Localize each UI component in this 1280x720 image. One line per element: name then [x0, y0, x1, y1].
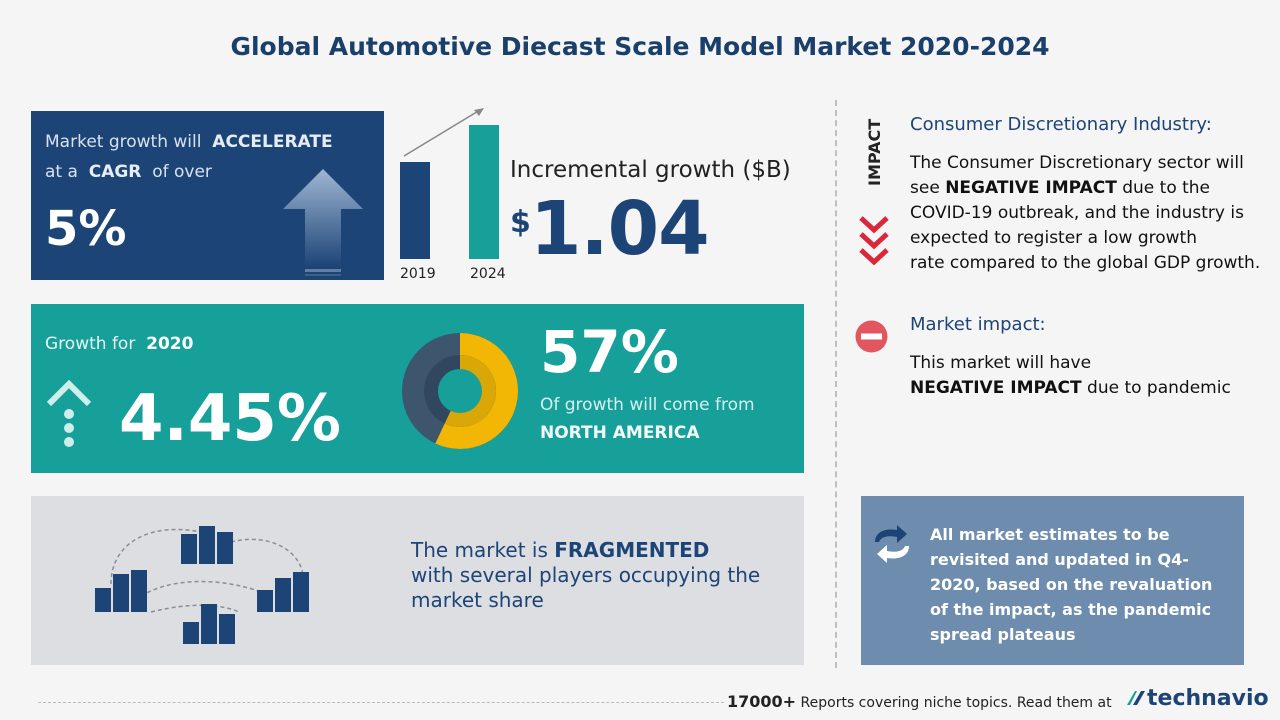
currency-symbol: $	[510, 205, 531, 240]
cagr-line2-suffix: of over	[152, 162, 212, 182]
fragmented-prefix: The market is	[411, 538, 548, 562]
year-2024-label: 2024	[470, 266, 506, 282]
footer-text: 17000+ Reports covering niche topics. Re…	[727, 692, 1112, 711]
impact-label-text: IMPACT	[865, 119, 884, 186]
fragmented-text: The market is FRAGMENTED with several pl…	[411, 538, 760, 613]
revision-note-panel: All market estimates to be revisited and…	[861, 496, 1244, 665]
cagr-value: 5%	[45, 201, 127, 257]
region-share-value: 57%	[540, 318, 679, 386]
market-negative-impact: NEGATIVE IMPACT	[910, 378, 1082, 398]
cagr-panel: Market growth will ACCELERATE at a CAGR …	[31, 111, 384, 280]
page-title: Global Automotive Diecast Scale Model Ma…	[230, 32, 1050, 61]
technavio-logo-text: technavio	[1147, 686, 1269, 711]
note-line1: All market estimates to be	[930, 525, 1170, 544]
cagr-accelerate: ACCELERATE	[212, 132, 333, 152]
buildings-network-icon	[95, 526, 309, 644]
minus-circle-icon	[855, 320, 888, 353]
market-line2-suffix: due to pandemic	[1087, 378, 1231, 398]
technavio-logo-icon	[1127, 691, 1145, 705]
growth-arrow-icon	[46, 379, 92, 447]
market-line1: This market will have	[910, 353, 1092, 373]
industry-line3: COVID-19 outbreak, and the industry is	[910, 203, 1244, 223]
revision-note-text: All market estimates to be revisited and…	[930, 522, 1230, 647]
note-line3: 2020, based on the revaluation	[930, 575, 1213, 594]
industry-line1: The Consumer Discretionary sector will	[910, 153, 1244, 173]
incremental-label: Incremental growth ($B)	[510, 157, 791, 183]
technavio-logo[interactable]: technavio	[1125, 686, 1269, 711]
section-divider	[835, 100, 837, 668]
industry-line5: rate compared to the global GDP growth.	[910, 253, 1261, 273]
down-chevrons-icon	[859, 216, 889, 266]
growth-year: 2020	[146, 334, 194, 354]
footer-count: 17000+	[727, 692, 797, 711]
footer-caption[interactable]: Reports covering niche topics. Read them…	[800, 695, 1112, 711]
growth-label: Growth for 2020	[45, 334, 193, 354]
cagr-line2-prefix: at a	[45, 162, 78, 182]
note-line4: of the impact, as the pandemic	[930, 600, 1212, 619]
cagr-line1: Market growth will ACCELERATE	[45, 132, 333, 152]
industry-line2-prefix: see	[910, 178, 940, 198]
refresh-arrows-icon	[875, 525, 909, 563]
cagr-line2: at a CAGR of over	[45, 162, 212, 182]
growth-2020-panel: Growth for 2020 4.45% 57% Of growth will…	[31, 304, 804, 473]
industry-body: The Consumer Discretionary sector will s…	[910, 151, 1275, 276]
industry-negative-impact: NEGATIVE IMPACT	[945, 178, 1117, 198]
region-name: NORTH AMERICA	[540, 423, 700, 443]
fragmented-line3: market share	[411, 588, 544, 612]
bar-2019	[400, 162, 430, 259]
region-share-text: Of growth will come from	[540, 395, 755, 415]
industry-title: Consumer Discretionary Industry:	[910, 114, 1212, 135]
footer-divider	[38, 702, 724, 703]
note-line5: spread plateaus	[930, 625, 1076, 644]
region-share-donut	[402, 333, 518, 449]
note-line2: revisited and updated in Q4-	[930, 550, 1189, 569]
market-impact-title: Market impact:	[910, 314, 1046, 335]
up-arrow-icon	[283, 169, 363, 276]
bar-2024	[469, 125, 499, 259]
growth-label-prefix: Growth for	[45, 334, 136, 354]
growth-value: 4.45%	[119, 382, 342, 456]
cagr-label: CAGR	[88, 162, 142, 182]
fragmented-emph: FRAGMENTED	[554, 538, 710, 562]
industry-line2-suffix: due to the	[1122, 178, 1211, 198]
cagr-line1-text: Market growth will	[45, 132, 202, 152]
industry-line4: expected to register a low growth	[910, 228, 1197, 248]
incremental-value: 1.04	[530, 186, 710, 272]
impact-vertical-label: IMPACT	[865, 119, 884, 186]
fragmented-line2: with several players occupying the	[411, 563, 761, 587]
trend-arrow-icon	[403, 108, 484, 157]
year-2019-label: 2019	[400, 266, 436, 282]
fragmented-panel: The market is FRAGMENTED with several pl…	[31, 496, 804, 665]
market-impact-body: This market will have NEGATIVE IMPACT du…	[910, 351, 1231, 401]
